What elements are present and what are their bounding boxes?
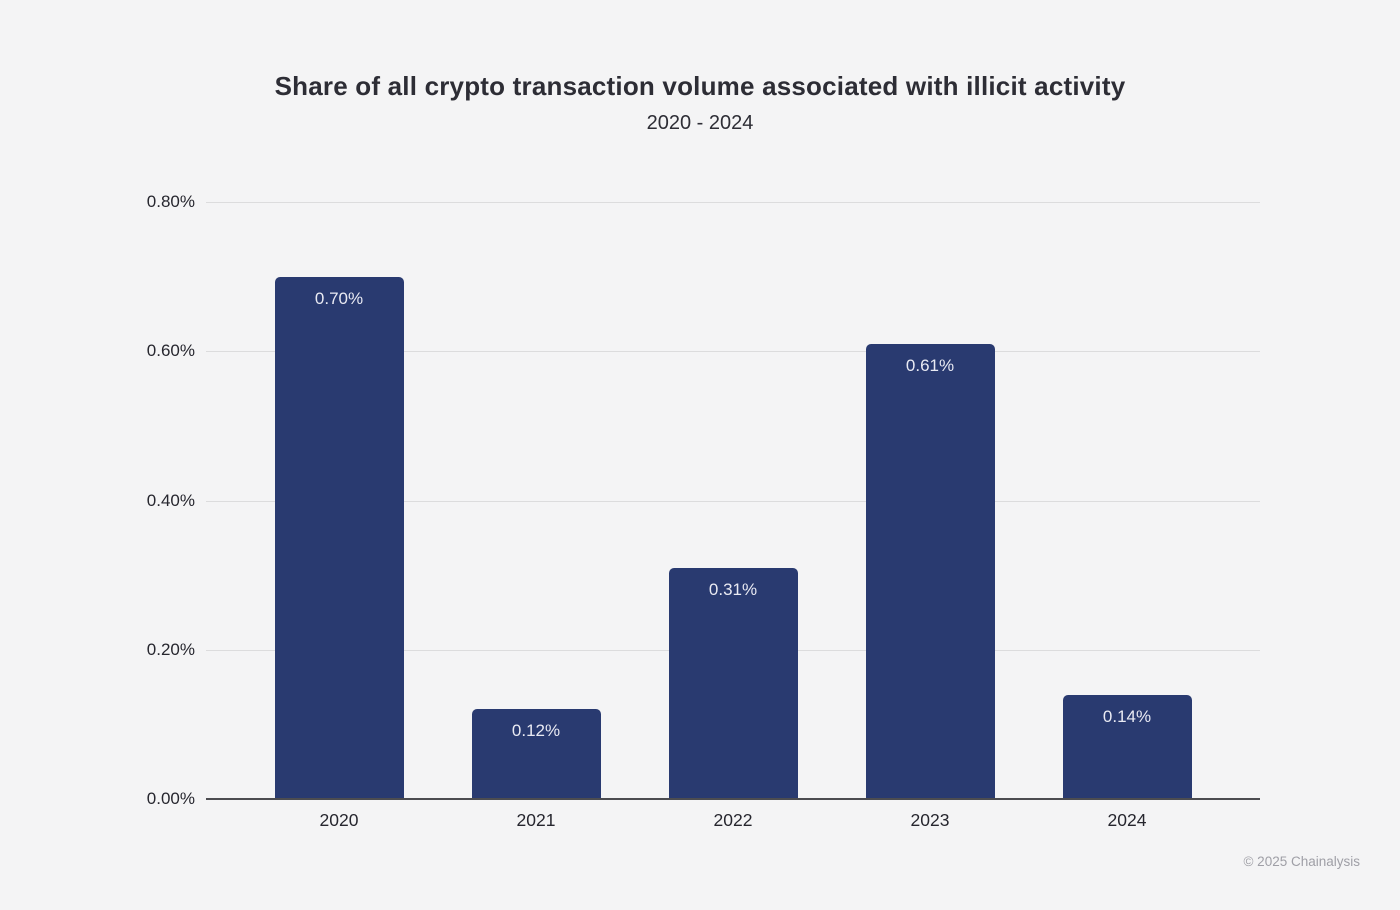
bar-value-label: 0.61% bbox=[905, 355, 955, 375]
bar-2024: 0.14% bbox=[1062, 694, 1192, 799]
gridline-0.60% bbox=[206, 351, 1260, 353]
gridline-0.80% bbox=[206, 202, 1260, 203]
x-axis-tick-label: 2020 bbox=[319, 810, 359, 830]
plot-area: 0.00% 0.20% 0.40% 0.60% 0.80% 0.70% 2020 0.12% 2… bbox=[147, 192, 1260, 830]
bar-2023: 0.61% bbox=[865, 343, 995, 799]
bar-2022: 0.31% bbox=[668, 567, 798, 799]
y-axis-tick-label: 0.80% bbox=[146, 192, 195, 211]
x-axis-tick-label: 2024 bbox=[1107, 810, 1147, 830]
chart-title: Share of all crypto transaction volume a… bbox=[274, 71, 1126, 101]
bar-value-label: 0.12% bbox=[511, 721, 561, 741]
bar-value-label: 0.31% bbox=[708, 579, 758, 599]
x-axis-tick-label: 2021 bbox=[516, 810, 556, 830]
chart-subtitle: 2020 - 2024 bbox=[646, 112, 754, 134]
bar-value-label: 0.14% bbox=[1102, 706, 1152, 726]
copyright-text: © 2025 Chainalysis bbox=[1243, 854, 1360, 869]
y-axis-tick-label: 0.20% bbox=[146, 639, 195, 659]
bar-value-label: 0.70% bbox=[314, 288, 364, 308]
bar-2021: 0.12% bbox=[471, 709, 601, 799]
bar-2020: 0.70% bbox=[274, 276, 404, 799]
x-axis-tick-label: 2023 bbox=[910, 810, 950, 830]
x-axis-line bbox=[206, 798, 1260, 800]
y-axis-tick-label: 0.00% bbox=[146, 789, 195, 808]
y-axis-tick-label: 0.40% bbox=[146, 490, 195, 510]
y-axis-tick-label: 0.60% bbox=[146, 341, 195, 361]
gridline-0.40% bbox=[206, 500, 1260, 502]
x-axis-tick-label: 2022 bbox=[713, 810, 753, 830]
